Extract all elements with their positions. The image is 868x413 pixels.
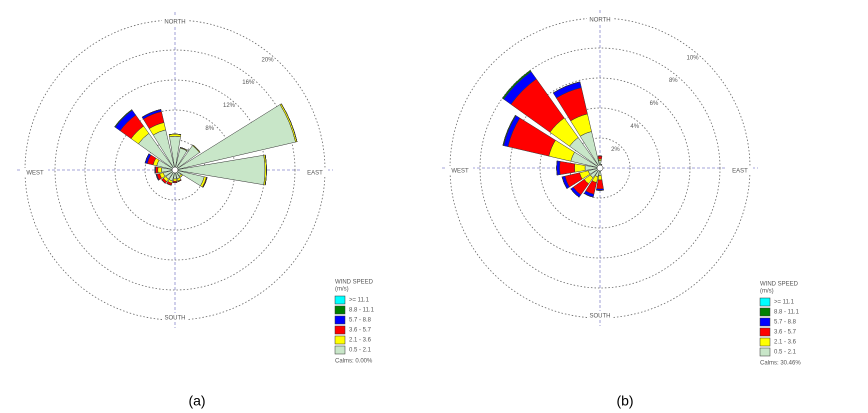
legend-swatch	[334, 295, 346, 305]
caption: (a)	[188, 393, 205, 409]
compass-label: SOUTH	[165, 316, 186, 322]
ring-label: 2%	[611, 147, 620, 153]
wind-segment	[265, 154, 267, 186]
compass-bg	[587, 15, 613, 24]
compass-label: NORTH	[164, 20, 185, 26]
compass-bg	[447, 166, 473, 175]
wind-segment	[202, 177, 208, 188]
legend-label: 2.1 - 3.6	[774, 340, 797, 346]
wind-segment	[177, 179, 182, 182]
wind-segment	[157, 166, 162, 174]
legend-unit: (m/s)	[335, 287, 349, 293]
compass-bg	[302, 168, 328, 177]
wind-segment	[559, 161, 576, 175]
ring-label: 4%	[630, 124, 639, 130]
wind-segment	[583, 193, 594, 198]
compass-bg	[162, 17, 188, 26]
compass-bg	[587, 311, 613, 320]
ring-label: 10%	[687, 55, 700, 61]
compass-label: EAST	[732, 169, 748, 175]
legend-title: WIND SPEED	[335, 280, 374, 286]
wind-segment	[180, 175, 183, 178]
legend-swatch	[334, 325, 346, 335]
wind-segment	[144, 153, 150, 164]
ring-label: 16%	[242, 80, 255, 86]
legend-label: 0.5 - 2.1	[774, 350, 797, 356]
legend-label: >= 11.1	[349, 298, 370, 304]
grid-ring	[509, 77, 691, 259]
grid-ring	[569, 137, 631, 199]
legend-swatch	[759, 317, 771, 327]
caption: (b)	[616, 393, 633, 409]
grid-ring	[539, 107, 661, 229]
legend-title: WIND SPEED	[760, 282, 799, 288]
legend-label: >= 11.1	[774, 300, 795, 306]
ring-label: 20%	[262, 57, 275, 63]
legend-label: 3.6 - 5.7	[774, 330, 797, 336]
legend-swatch	[759, 347, 771, 357]
legend-swatch	[759, 327, 771, 337]
compass-label: EAST	[307, 171, 323, 177]
compass-bg	[22, 168, 48, 177]
legend-label: 0.5 - 2.1	[349, 348, 372, 354]
calms-note: Calms: 30.46%	[760, 361, 801, 367]
legend-swatch	[334, 305, 346, 315]
compass-bg	[162, 313, 188, 322]
compass-label: WEST	[451, 169, 469, 175]
center	[171, 166, 179, 174]
grid-ring	[54, 49, 296, 291]
grid-ring	[479, 47, 721, 289]
legend-swatch	[334, 345, 346, 355]
wind-segment	[597, 175, 603, 181]
wind-segment	[281, 103, 298, 142]
legend-unit: (m/s)	[760, 289, 774, 295]
compass-label: WEST	[26, 171, 44, 177]
legend-swatch	[759, 337, 771, 347]
ring-label: 12%	[223, 103, 236, 109]
wind-segment	[574, 163, 586, 173]
wind-segment	[172, 178, 178, 182]
legend-label: 3.6 - 5.7	[349, 328, 372, 334]
wind-segment	[597, 155, 603, 160]
legend-swatch	[334, 335, 346, 345]
center	[596, 164, 604, 172]
legend-swatch	[759, 307, 771, 317]
legend-swatch	[334, 315, 346, 325]
compass-label: NORTH	[589, 18, 610, 24]
legend-label: 5.7 - 8.8	[349, 318, 372, 324]
wind-segment	[570, 188, 580, 198]
ring-label: 6%	[650, 101, 659, 107]
calms-note: Calms: 0.00%	[335, 359, 373, 365]
ring-label: 8%	[669, 78, 678, 84]
wind-segment	[180, 147, 188, 151]
wind-segment	[114, 109, 132, 127]
wind-segment	[502, 70, 531, 99]
legend-label: 2.1 - 3.6	[349, 338, 372, 344]
legend-label: 8.8 - 11.1	[774, 310, 800, 316]
compass-bg	[727, 166, 753, 175]
wind-segment	[596, 179, 604, 190]
legend-label: 8.8 - 11.1	[349, 308, 375, 314]
compass-label: SOUTH	[590, 314, 611, 320]
legend-swatch	[759, 297, 771, 307]
ring-label: 8%	[205, 126, 214, 132]
legend-label: 5.7 - 8.8	[774, 320, 797, 326]
wind-segment	[556, 160, 558, 176]
